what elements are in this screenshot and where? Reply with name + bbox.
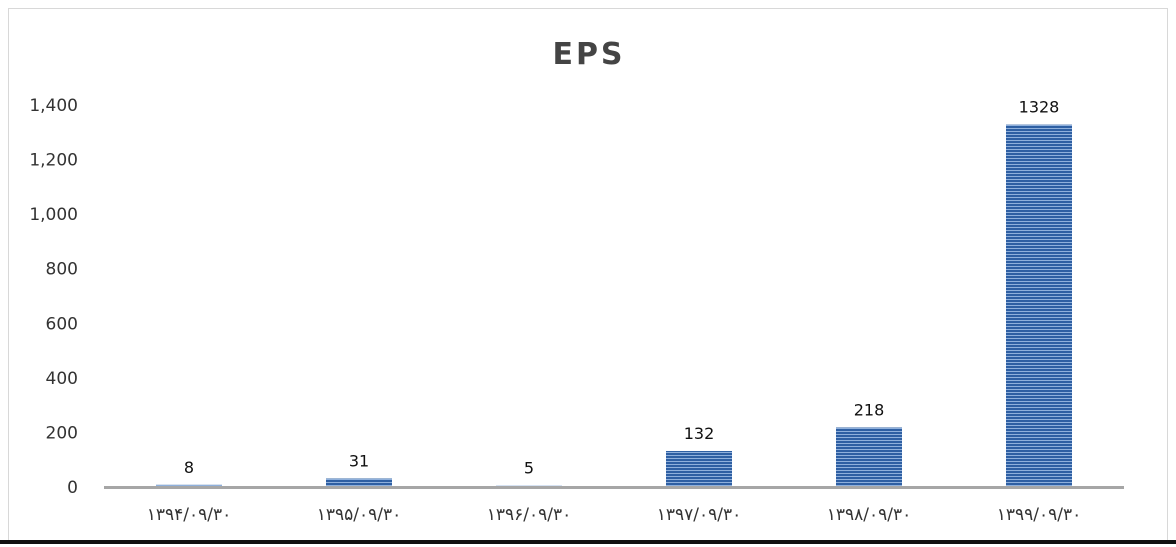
x-tick-label: ۱۳۹۷/۰۹/۳۰ [657,505,742,525]
y-tick-label: 1,200 [29,151,78,171]
y-tick-label: 800 [46,260,78,280]
x-tick-label: ۱۳۹۹/۰۹/۳۰ [997,505,1082,525]
data-label: 218 [854,401,885,420]
data-label: 5 [524,459,534,478]
x-tick-label: ۱۳۹۶/۰۹/۳۰ [487,505,572,525]
y-tick-label: 600 [46,314,78,334]
chart-frame [8,8,1168,541]
chart-title: EPS [552,37,625,72]
bar [156,484,222,487]
y-tick-label: 1,000 [29,205,78,225]
data-label: 31 [349,452,369,471]
y-tick-label: 1,400 [29,96,78,116]
data-label: 132 [684,424,715,443]
y-tick-label: 200 [46,423,78,443]
bar [666,450,732,487]
bar [836,427,902,487]
y-tick-label: 0 [67,478,78,498]
data-label: 8 [184,458,194,477]
y-tick-label: 400 [46,369,78,389]
bottom-rule [0,540,1176,544]
bar [326,478,392,487]
x-tick-label: ۱۳۹۴/۰۹/۳۰ [147,505,232,525]
bar [1006,124,1072,487]
x-tick-label: ۱۳۹۸/۰۹/۳۰ [827,505,912,525]
x-tick-label: ۱۳۹۵/۰۹/۳۰ [317,505,402,525]
data-label: 1328 [1019,98,1060,117]
